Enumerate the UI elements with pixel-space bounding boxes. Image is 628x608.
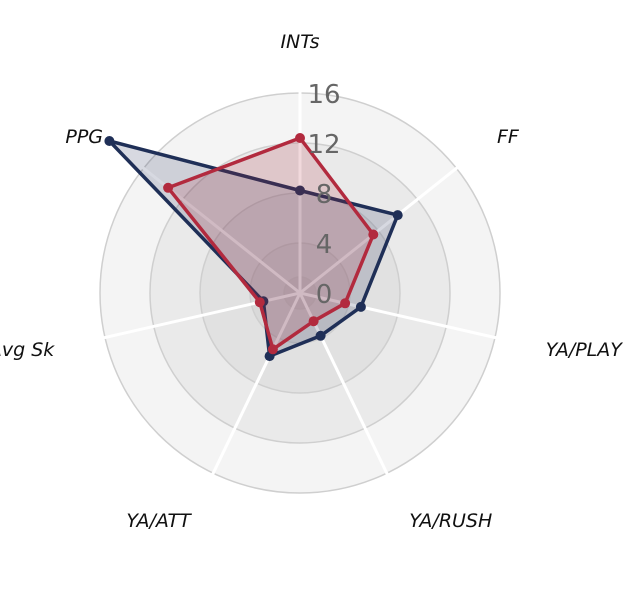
series-0-point-0[interactable]	[295, 185, 305, 196]
axis-label-1: FF	[497, 126, 520, 148]
axis-label-2: YA/PLAY	[546, 339, 624, 361]
series-1-point-2[interactable]	[340, 298, 351, 309]
radar-spoke-4	[207, 292, 302, 483]
series-0-point-1[interactable]	[392, 210, 403, 221]
tick-label-12: 12	[307, 130, 340, 160]
tick-label-4: 4	[316, 230, 333, 260]
radar-axis-labels: INTs FF YA/PLAY YA/RUSH YA/ATT Avg Sk PPG	[0, 31, 623, 532]
tick-label-16: 16	[307, 80, 340, 110]
axis-label-6: PPG	[65, 126, 103, 148]
series-0-point-3[interactable]	[315, 330, 326, 341]
radar-spoke-2	[299, 291, 506, 342]
series-1-point-1[interactable]	[368, 229, 379, 240]
axis-label-0: INTs	[280, 31, 319, 53]
series-0-area	[107, 139, 400, 358]
series-0-point-2[interactable]	[355, 301, 366, 312]
series-1-area	[166, 136, 376, 352]
series-0-point-6[interactable]	[104, 136, 115, 146]
series-1-point-5[interactable]	[254, 297, 265, 308]
axis-label-4: YA/ATT	[126, 510, 192, 532]
axis-label-5: Avg Sk	[0, 339, 55, 361]
axis-label-3: YA/RUSH	[409, 510, 492, 532]
radar-spoke-1	[299, 160, 466, 295]
tick-label-8: 8	[316, 180, 333, 210]
tick-label-0: 0	[316, 280, 333, 310]
radar-tick-labels: 0 4 8 12 16	[307, 80, 340, 310]
radar-series	[104, 133, 403, 362]
series-1-point-0[interactable]	[295, 133, 305, 143]
series-1-point-6[interactable]	[163, 182, 174, 193]
series-1-point-4[interactable]	[267, 344, 278, 355]
series-1-point-3[interactable]	[308, 316, 319, 327]
radar-spoke-6	[134, 160, 301, 295]
